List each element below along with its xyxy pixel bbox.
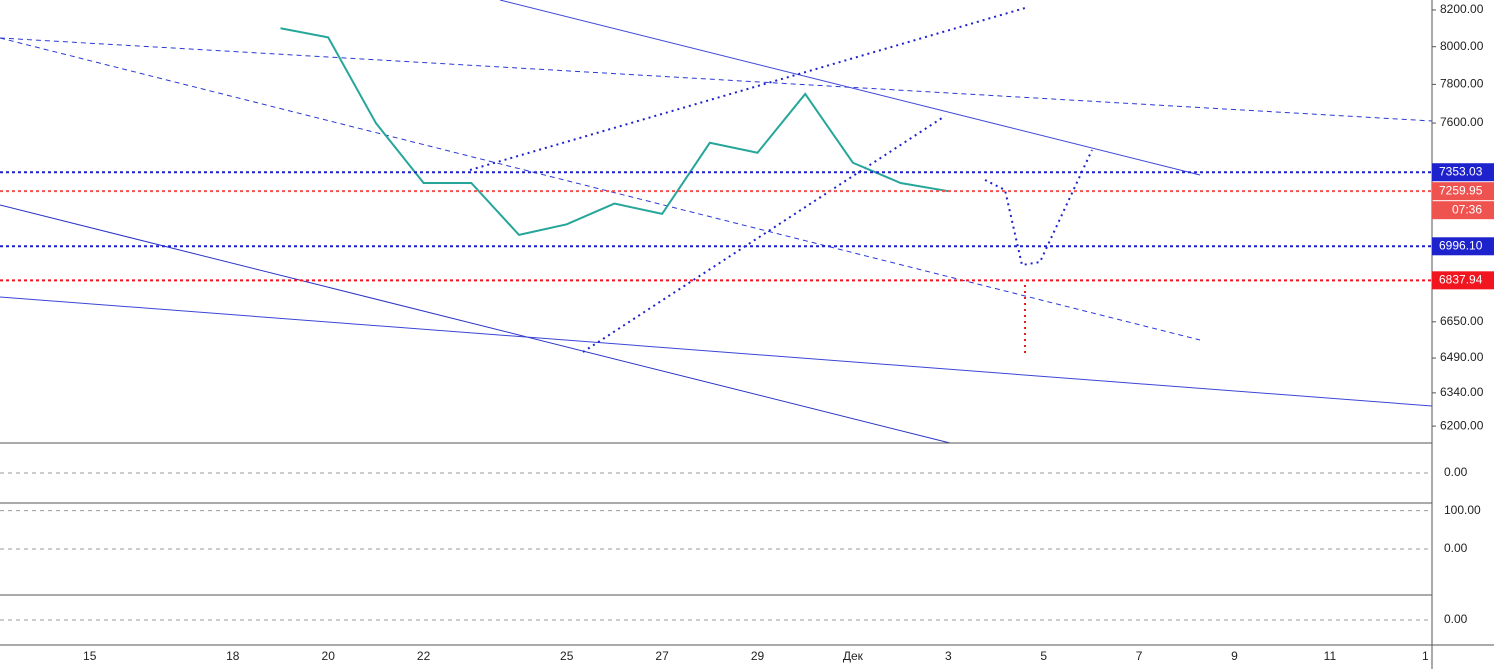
y-tick-label: 6650.00 xyxy=(1440,314,1484,328)
y-tick-label: 8000.00 xyxy=(1440,39,1484,53)
x-tick-label: 15 xyxy=(83,649,97,663)
price-label: 6837.94 xyxy=(1439,272,1483,286)
x-tick-label: Дек xyxy=(843,649,864,663)
x-tick-label: 18 xyxy=(226,649,240,663)
x-tick-label: 22 xyxy=(417,649,431,663)
x-tick-label: 27 xyxy=(655,649,669,663)
price-label: 6996.10 xyxy=(1439,238,1483,252)
price-label: 7353.03 xyxy=(1439,164,1483,178)
price-label-box xyxy=(1432,271,1494,290)
x-tick-label: 7 xyxy=(1136,649,1143,663)
pane-tick-label: 0.00 xyxy=(1444,465,1468,479)
y-tick-label: 8200.00 xyxy=(1440,2,1484,16)
x-tick-label: 3 xyxy=(945,649,952,663)
x-tick-label: 20 xyxy=(322,649,336,663)
pane-tick-label: 0.00 xyxy=(1444,541,1468,555)
price-line xyxy=(280,27,949,236)
price-label-box xyxy=(1432,237,1494,256)
y-tick-label: 6340.00 xyxy=(1440,385,1484,399)
x-tick-label: 29 xyxy=(751,649,765,663)
x-tick-label: 25 xyxy=(560,649,574,663)
y-tick-label: 6490.00 xyxy=(1440,350,1484,364)
x-tick-label: 1 xyxy=(1422,649,1429,663)
countdown-box xyxy=(1432,201,1494,220)
price-label-box xyxy=(1432,182,1494,201)
y-tick-label: 6200.00 xyxy=(1440,418,1484,432)
price-label-box xyxy=(1432,163,1494,182)
x-tick-label: 9 xyxy=(1231,649,1238,663)
y-tick-label: 7600.00 xyxy=(1440,115,1484,129)
x-tick-label: 5 xyxy=(1040,649,1047,663)
pane-tick-label: 100.00 xyxy=(1444,503,1481,517)
price-label: 7259.95 xyxy=(1439,183,1483,197)
trend-lines xyxy=(0,0,1433,444)
countdown: 07:36 xyxy=(1452,202,1482,216)
x-tick-label: 11 xyxy=(1324,649,1337,663)
y-tick-label: 7800.00 xyxy=(1440,77,1484,91)
pane-tick-label: 0.00 xyxy=(1444,612,1468,626)
